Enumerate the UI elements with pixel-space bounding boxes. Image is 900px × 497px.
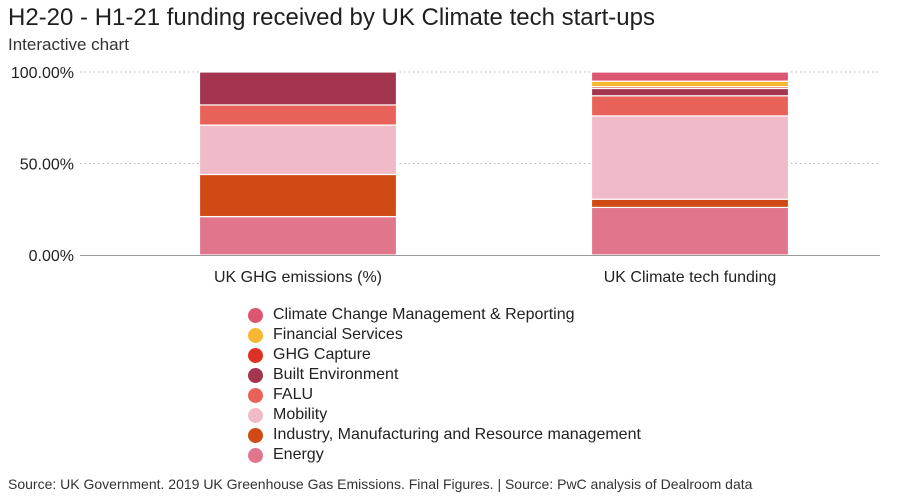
bar-segment: [590, 206, 790, 256]
legend-label: Mobility: [273, 406, 328, 423]
legend-label: Financial Services: [273, 326, 403, 343]
legend-item[interactable]: Climate Change Management & Reporting: [248, 305, 641, 325]
legend-label: Energy: [273, 446, 324, 463]
bar-segment: [590, 87, 790, 97]
chart-title: H2-20 - H1-21 funding received by UK Cli…: [8, 4, 655, 31]
bar-segment: [198, 104, 398, 126]
bar-segment: [198, 215, 398, 256]
legend-swatch: [248, 307, 263, 323]
bar-segment: [198, 71, 398, 106]
legend-swatch: [248, 427, 263, 443]
legend-item[interactable]: Industry, Manufacturing and Resource man…: [248, 425, 641, 445]
legend-label: GHG Capture: [273, 346, 371, 363]
legend-item[interactable]: Energy: [248, 445, 641, 465]
legend-item[interactable]: Built Environment: [248, 365, 641, 385]
legend-swatch: [248, 387, 263, 403]
legend-swatch: [248, 347, 263, 363]
y-tick-label: 50.00%: [20, 157, 74, 174]
legend-swatch: [248, 407, 263, 423]
chart-subtitle: Interactive chart: [8, 35, 129, 54]
legend-item[interactable]: GHG Capture: [248, 345, 641, 365]
legend-swatch: [248, 327, 263, 343]
bar-segment: [198, 124, 398, 176]
bar-segment: [590, 71, 790, 82]
y-tick-label: 100.00%: [11, 65, 74, 82]
legend-item[interactable]: Mobility: [248, 405, 641, 425]
bar-segment: [590, 80, 790, 88]
bar-segment: [198, 173, 398, 218]
legend-item[interactable]: FALU: [248, 385, 641, 405]
x-tick-label: UK Climate tech funding: [604, 269, 777, 286]
legend-item[interactable]: Financial Services: [248, 325, 641, 345]
bar-segment: [590, 95, 790, 117]
y-tick-label: 0.00%: [29, 248, 74, 265]
legend-swatch: [248, 447, 263, 463]
bar-segment: [590, 198, 790, 209]
legend-swatch: [248, 367, 263, 383]
legend-label: Built Environment: [273, 366, 399, 383]
bar-segment: [590, 115, 790, 200]
stacked-bar-chart: 0.00% 50.00% 100.00% UK GHG emissions (%) UK…: [11, 65, 880, 286]
chart-legend: Climate Change Management & Reporting Fin…: [248, 305, 641, 465]
x-tick-label: UK GHG emissions (%): [214, 269, 382, 286]
legend-label: Industry, Manufacturing and Resource man…: [273, 426, 641, 443]
source-note: Source: UK Government. 2019 UK Greenhous…: [8, 476, 753, 492]
legend-label: Climate Change Management & Reporting: [273, 306, 575, 323]
legend-label: FALU: [273, 386, 314, 403]
